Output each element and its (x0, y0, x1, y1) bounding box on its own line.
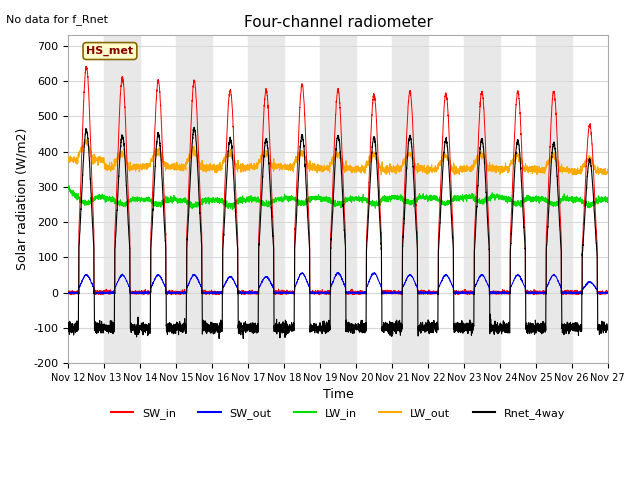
LW_out (161, 168, 169, 174)
Rnet_4way (429, 330, 437, 336)
LW_in (604, 195, 612, 201)
Rnet_4way (604, 324, 611, 329)
LW_in (65, 183, 73, 189)
LW_in (228, 207, 236, 213)
Line: LW_in: LW_in (68, 186, 608, 210)
Rnet_4way (318, 325, 326, 331)
SW_out (318, 289, 326, 295)
Text: No data for f_Rnet: No data for f_Rnet (6, 14, 108, 25)
SW_out (276, 291, 284, 297)
Line: SW_out: SW_out (68, 272, 608, 294)
SW_in (318, 289, 326, 295)
Bar (248, 36, 284, 363)
SW_in (65, 289, 72, 295)
SW_out (604, 289, 611, 295)
Bar (176, 36, 212, 363)
SW_in (83, 63, 90, 69)
LW_out (429, 167, 437, 172)
LW_out (604, 170, 612, 176)
LW_in (604, 194, 611, 200)
Line: SW_in: SW_in (68, 66, 608, 295)
LW_out (604, 170, 611, 176)
Legend: SW_in, SW_out, LW_in, LW_out, Rnet_4way: SW_in, SW_out, LW_in, LW_out, Rnet_4way (106, 403, 570, 423)
Bar (320, 36, 356, 363)
LW_out (318, 165, 326, 170)
Rnet_4way (161, 238, 169, 244)
SW_in (604, 290, 612, 296)
Rnet_4way (65, 326, 72, 332)
Y-axis label: Solar radiation (W/m2): Solar radiation (W/m2) (15, 128, 28, 270)
LW_in (318, 196, 326, 202)
Rnet_4way (459, 327, 467, 333)
LW_in (459, 196, 467, 202)
SW_out (459, 289, 467, 295)
Bar (392, 36, 428, 363)
Line: Rnet_4way: Rnet_4way (68, 127, 608, 338)
Text: HS_met: HS_met (86, 46, 134, 56)
LW_out (459, 168, 467, 173)
Bar (464, 36, 500, 363)
Bar (104, 36, 140, 363)
SW_out (429, 290, 437, 296)
SW_out (371, 269, 378, 275)
Title: Four-channel radiometer: Four-channel radiometer (244, 15, 433, 30)
Rnet_4way (191, 124, 198, 130)
X-axis label: Time: Time (323, 388, 353, 401)
SW_in (161, 224, 169, 230)
SW_out (161, 284, 169, 289)
LW_in (429, 194, 437, 200)
LW_out (83, 137, 91, 143)
SW_out (604, 289, 612, 295)
LW_in (490, 194, 497, 200)
LW_in (161, 200, 169, 205)
Rnet_4way (604, 327, 612, 333)
LW_in (65, 184, 72, 190)
LW_out (568, 172, 576, 178)
SW_in (490, 291, 497, 297)
Bar (536, 36, 572, 363)
SW_out (65, 289, 72, 295)
LW_out (65, 158, 72, 164)
SW_in (429, 289, 437, 295)
Rnet_4way (490, 323, 497, 329)
SW_in (316, 292, 323, 298)
SW_in (459, 288, 467, 294)
SW_in (604, 288, 611, 294)
Line: LW_out: LW_out (68, 140, 608, 175)
SW_out (490, 290, 497, 296)
Rnet_4way (215, 336, 223, 341)
LW_out (490, 166, 497, 172)
